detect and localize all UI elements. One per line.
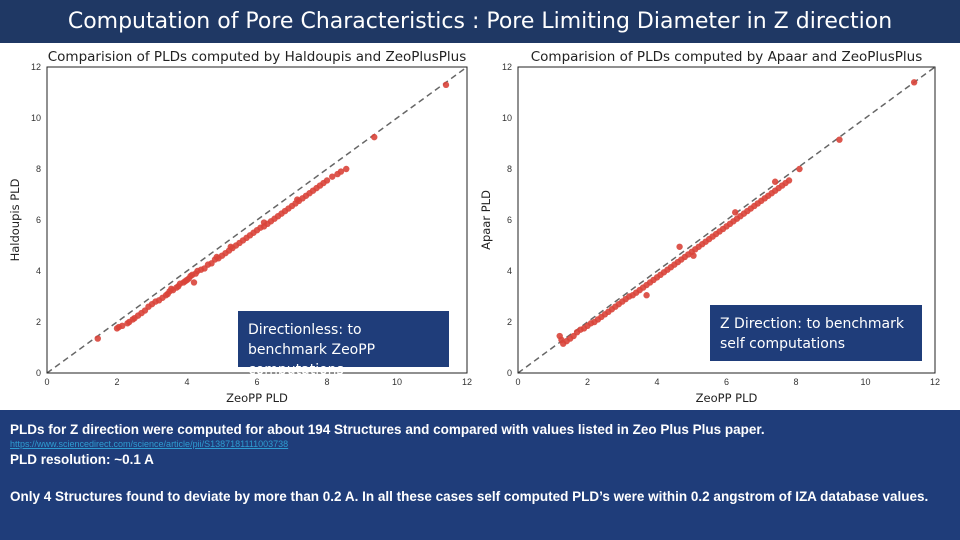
summary-line-3: Only 4 Structures found to deviate by mo… — [10, 489, 929, 504]
chart-2-diagonal-line — [517, 66, 936, 374]
summary-line-1: PLDs for Z direction were computed for a… — [10, 422, 765, 437]
chart-2-point — [796, 165, 803, 173]
chart-2-point — [785, 177, 793, 184]
summary-spacer — [10, 469, 950, 487]
chart-2-point — [836, 136, 843, 143]
chart-1-y-tick-label: 6 — [36, 215, 41, 225]
chart-1-point — [294, 196, 301, 203]
chart-1-point — [119, 322, 126, 330]
chart-1-point — [129, 316, 136, 323]
chart-2-x-tick-label: 4 — [654, 377, 659, 387]
chart-1-x-tick-label: 2 — [114, 377, 119, 387]
chart-1-point — [227, 243, 234, 250]
chart-1-x-axis-label: ZeoPP PLD — [226, 391, 288, 405]
chart-1-point — [329, 173, 336, 180]
chart-haldoupis-vs-zeopp: Comparision of PLDs computed by Haldoupi… — [8, 49, 472, 405]
chart-apaar-vs-zeopp: Comparision of PLDs computed by Apaar an… — [480, 49, 940, 405]
chart-1-y-axis-label: Haldoupis PLD — [8, 178, 22, 261]
chart-1-point — [337, 168, 345, 175]
chart-2-x-tick-label: 10 — [860, 377, 870, 387]
chart-1-y-tick-label: 12 — [31, 62, 41, 72]
chart-1-y-tick-label: 8 — [36, 164, 41, 174]
chart-2-y-tick-label: 4 — [507, 266, 512, 276]
chart-1-point — [260, 219, 268, 226]
chart-2-point — [556, 332, 563, 340]
paper-link[interactable]: https://www.sciencedirect.com/science/ar… — [10, 439, 289, 449]
chart-2-point — [676, 243, 683, 250]
chart-1-y-tick-label: 2 — [36, 317, 41, 327]
chart-2-plot-frame — [517, 66, 936, 374]
chart-2-x-tick-label: 12 — [930, 377, 940, 387]
annotation-directionless: Directionless: to benchmark ZeoPP comput… — [238, 311, 449, 378]
chart-1-title: Comparision of PLDs computed by Haldoupi… — [48, 49, 467, 65]
chart-1-points — [94, 81, 450, 342]
chart-2-point — [643, 292, 650, 299]
chart-2-x-tick-label: 2 — [585, 377, 590, 387]
chart-2-x-axis-label: ZeoPP PLD — [696, 391, 758, 405]
chart-2-point — [910, 79, 918, 86]
chart-1-point — [94, 335, 101, 342]
chart-2-y-tick-label: 10 — [502, 113, 512, 123]
chart-1-y-tick-label: 4 — [36, 266, 41, 276]
chart-1-point — [323, 177, 331, 184]
chart-2-point — [690, 252, 697, 259]
chart-1-x-tick-label: 6 — [254, 377, 259, 387]
chart-2-x-tick-label: 0 — [515, 377, 520, 387]
chart-2-y-tick-label: 6 — [507, 215, 512, 225]
chart-2-y-tick-label: 0 — [507, 368, 512, 378]
chart-1-point — [371, 133, 378, 141]
chart-2-y-tick-label: 8 — [507, 164, 512, 174]
chart-1-point — [213, 253, 220, 261]
chart-2-y-tick-label: 2 — [507, 317, 512, 327]
summary-line-2: PLD resolution: ~0.1 A — [10, 452, 154, 467]
summary-box: PLDs for Z direction were computed for a… — [0, 410, 960, 540]
chart-2-point — [771, 178, 779, 185]
chart-2-title: Comparision of PLDs computed by Apaar an… — [531, 49, 922, 65]
chart-1-point — [343, 165, 350, 173]
chart-1-y-tick-label: 10 — [31, 113, 41, 123]
chart-1-x-tick-label: 10 — [392, 377, 402, 387]
chart-2-y-tick-label: 12 — [502, 62, 512, 72]
chart-1-diagonal-line — [46, 66, 468, 374]
slide-title: Computation of Pore Characteristics : Po… — [0, 0, 960, 43]
chart-1-y-tick-label: 0 — [36, 368, 41, 378]
chart-2-x-tick-label: 6 — [724, 377, 729, 387]
chart-1-x-tick-label: 12 — [462, 377, 472, 387]
chart-1-point — [442, 81, 450, 89]
chart-2-x-tick-label: 8 — [793, 377, 798, 387]
chart-1-plot-frame — [46, 66, 468, 374]
chart-1-point — [168, 285, 175, 293]
chart-1-x-tick-label: 0 — [44, 377, 49, 387]
annotation-z-direction: Z Direction: to benchmark self computati… — [710, 305, 922, 361]
chart-1-point — [190, 279, 198, 286]
chart-1-x-tick-label: 4 — [184, 377, 189, 387]
chart-2-points — [556, 79, 918, 347]
chart-2-point — [731, 209, 739, 216]
chart-2-y-axis-label: Apaar PLD — [480, 190, 493, 250]
chart-1-x-tick-label: 8 — [324, 377, 329, 387]
